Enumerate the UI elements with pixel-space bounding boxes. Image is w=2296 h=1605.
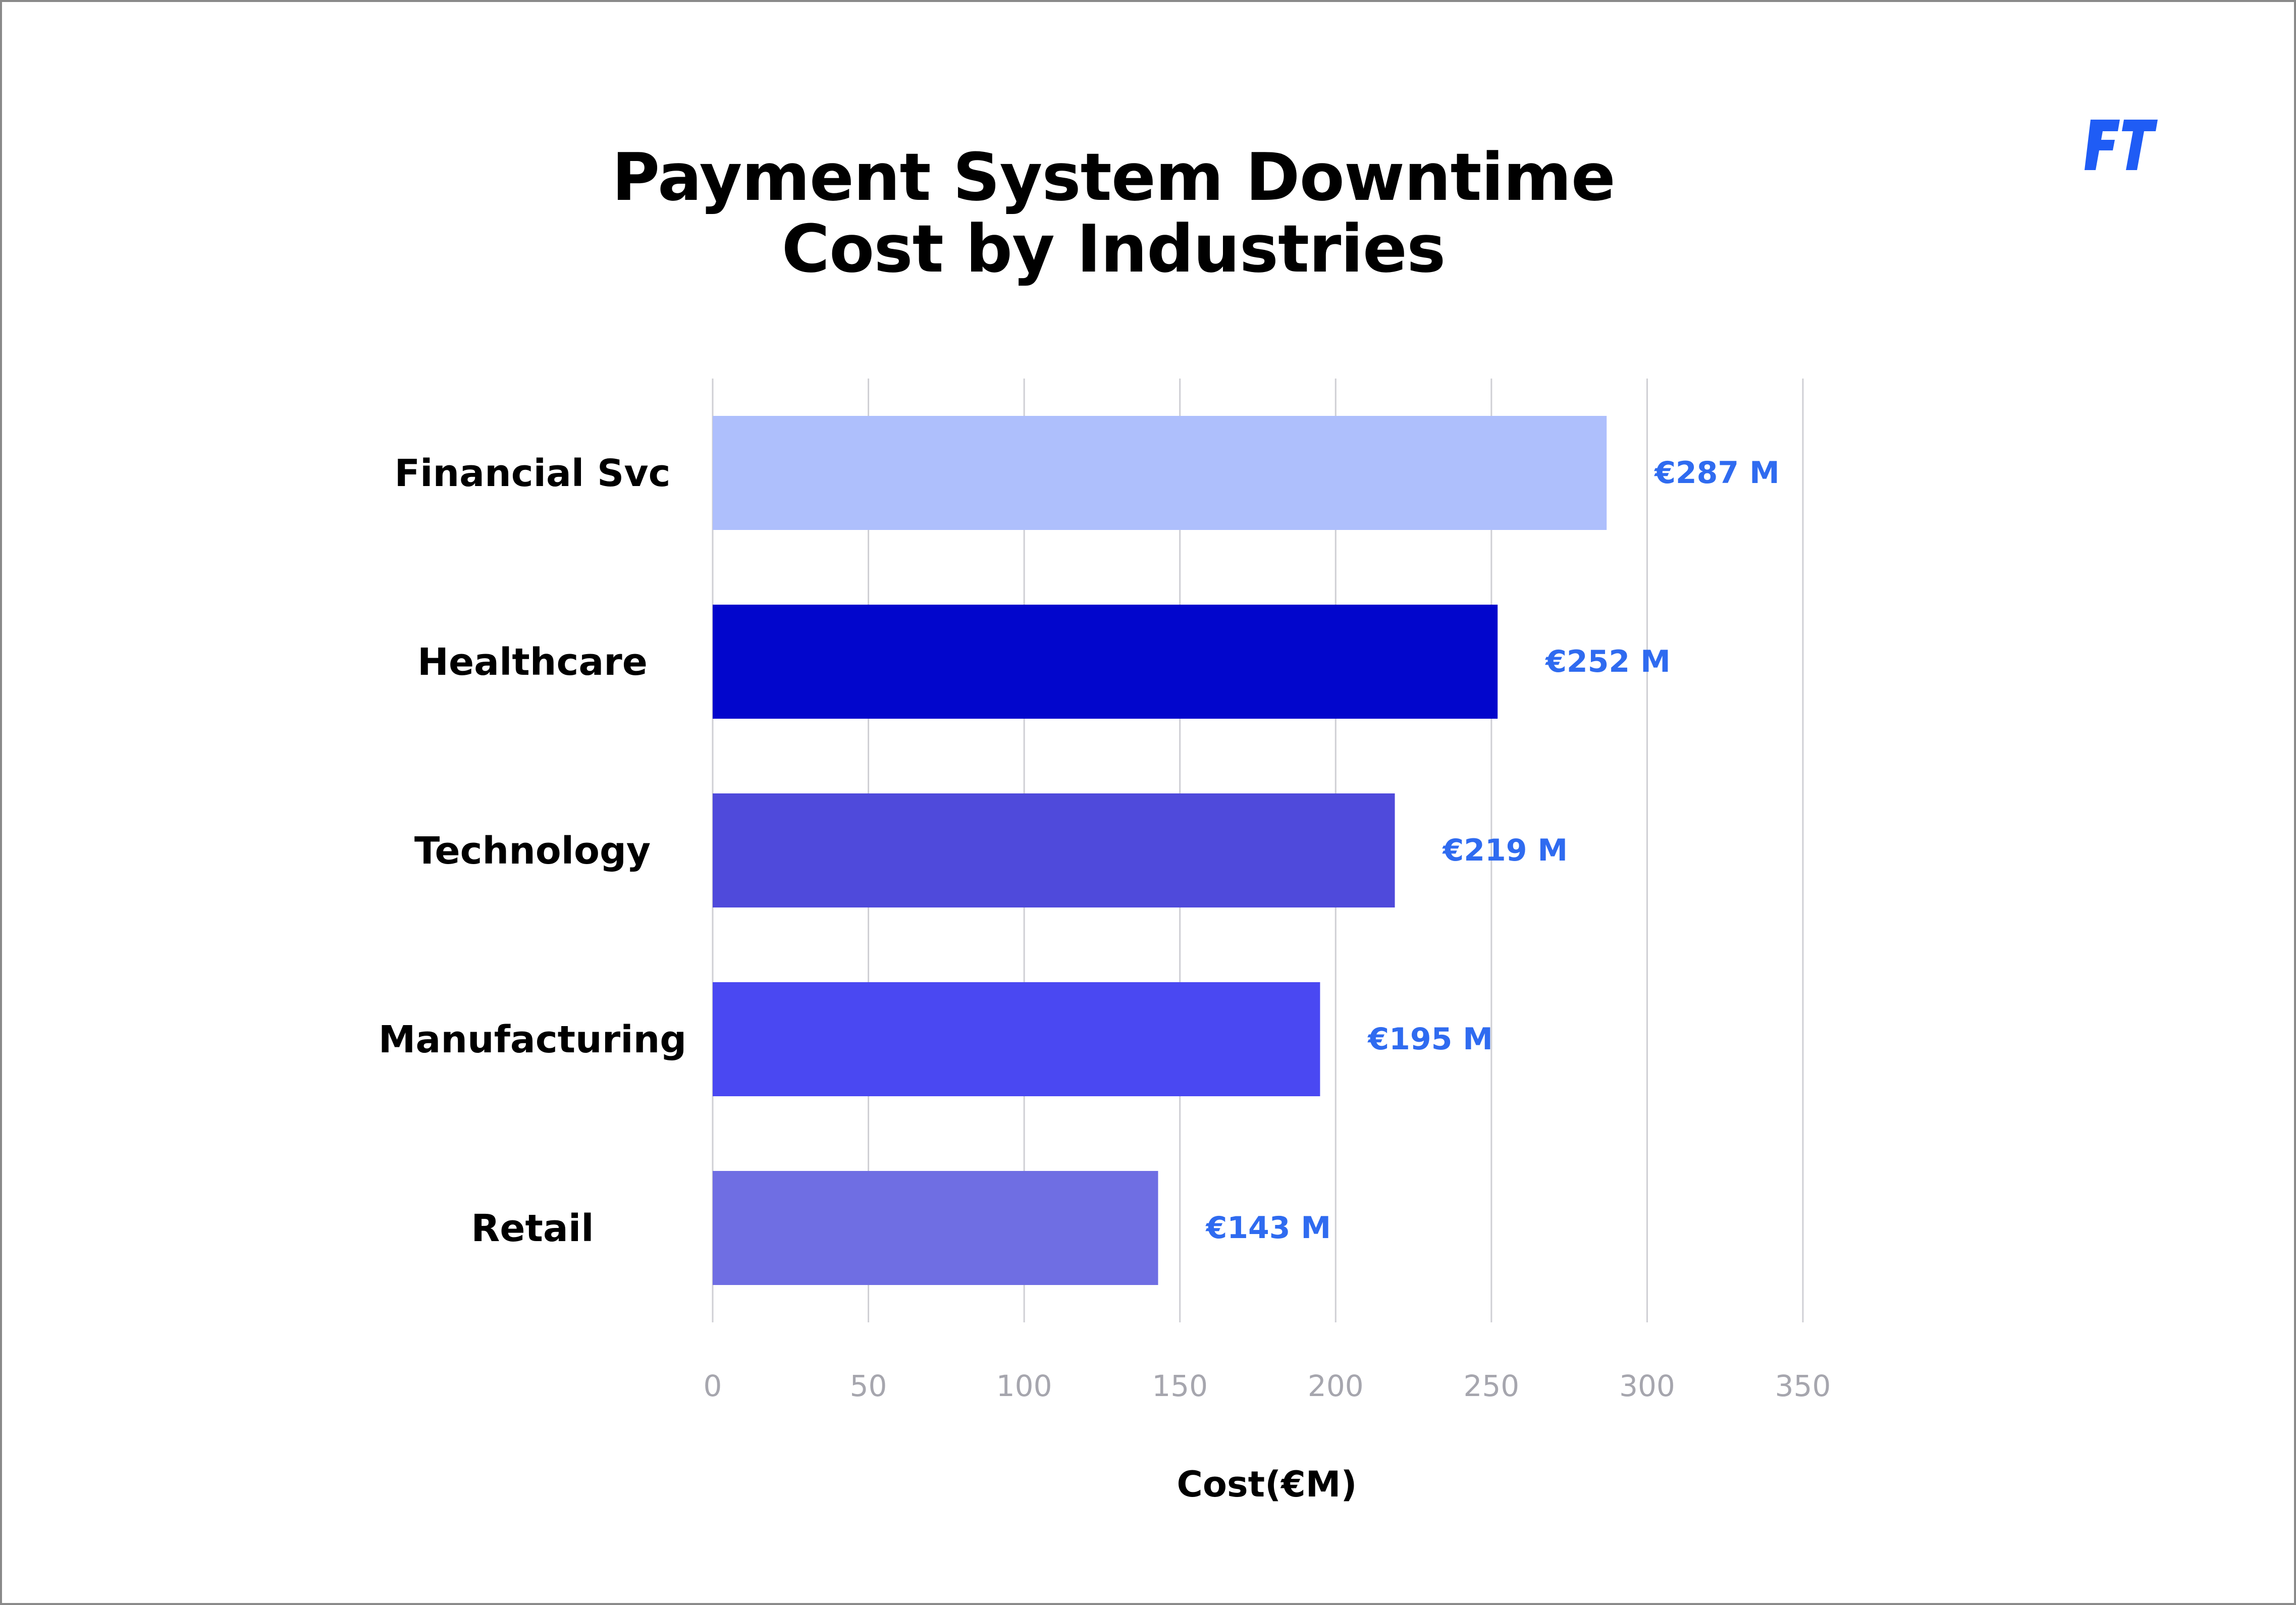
bar-technology [713,793,1395,907]
bar-healthcare [713,605,1498,719]
category-label: Technology [414,829,651,873]
category-label: Retail [471,1207,594,1250]
x-tick-labels: 0 50 100 150 200 250 300 350 [704,1369,1831,1403]
category-label: Healthcare [417,640,648,684]
x-tick-label-0: 0 [704,1369,722,1403]
bar-retail [713,1171,1158,1285]
bar-financial-svc [713,416,1607,530]
ft-logo-icon [2085,120,2158,170]
value-label: €252 M [1544,644,1671,679]
value-labels: €287 M €252 M €219 M €195 M €143 M [1205,455,1780,1246]
x-tick-label-250: 250 [1463,1369,1519,1403]
category-label: Manufacturing [379,1018,687,1061]
chart-title-line-2: Cost by Industries [781,210,1446,287]
logo-t-shape [2122,120,2158,170]
x-tick-label-150: 150 [1152,1369,1208,1403]
x-tick-label-350: 350 [1775,1369,1831,1403]
x-axis-title: Cost(€M) [1177,1464,1357,1505]
x-tick-label-50: 50 [850,1369,887,1403]
value-label: €143 M [1205,1210,1331,1246]
value-label: €219 M [1442,833,1568,868]
x-tick-label-200: 200 [1308,1369,1364,1403]
logo-f-shape [2085,120,2120,170]
x-tick-label-100: 100 [996,1369,1052,1403]
category-labels: Financial Svc Healthcare Technology Manufac… [379,452,687,1250]
bars [713,416,1607,1285]
category-label: Financial Svc [395,452,671,495]
value-label: €287 M [1653,455,1780,491]
chart-title-line-1: Payment System Downtime [612,139,1616,216]
bar-manufacturing [713,982,1320,1096]
x-tick-label-300: 300 [1619,1369,1675,1403]
value-label: €195 M [1367,1022,1493,1057]
chart-title: Payment System Downtime Cost by Industri… [0,141,2227,285]
